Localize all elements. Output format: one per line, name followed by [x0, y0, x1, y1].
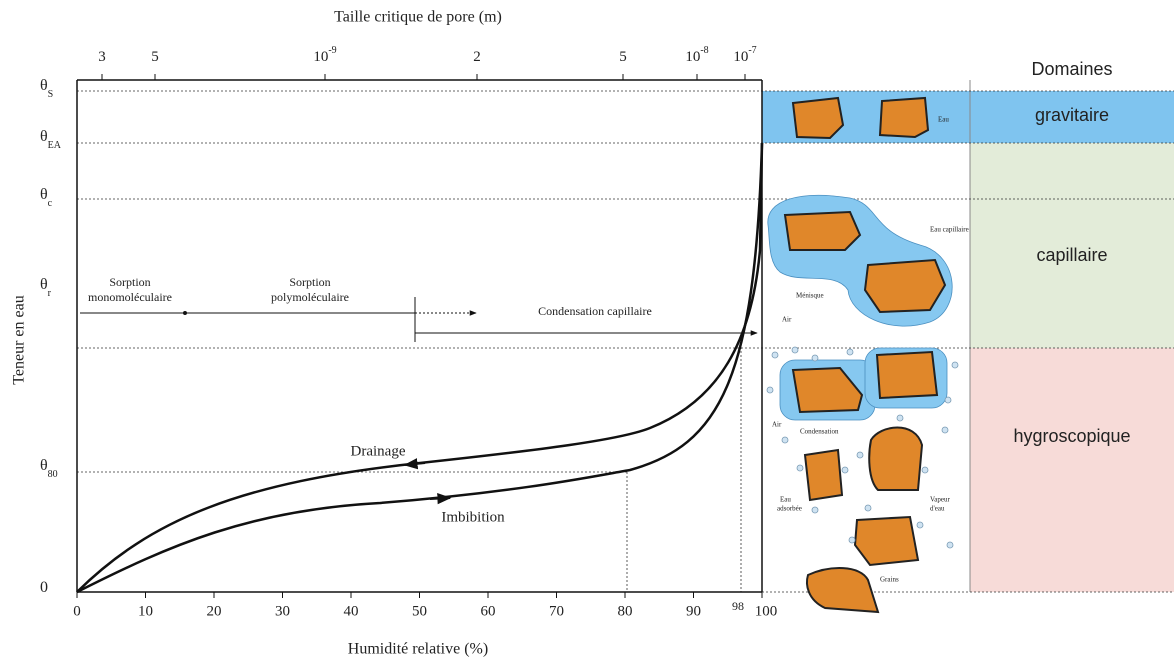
label: Eau: [938, 116, 949, 124]
y-label-symbol: 0: [40, 579, 48, 596]
x-ticks: 0 10 20 30 40 50 60 70 80 90 100 98: [73, 592, 777, 619]
top-ticks: 3 5 10-9 2 5 10-8 10-7: [98, 45, 757, 80]
x-tick-label: 60: [481, 603, 496, 619]
x-tick-label: 50: [412, 603, 427, 619]
imbibition-arrow: [429, 493, 452, 505]
y-label-subscript: S: [48, 89, 54, 100]
drainage-arrow: [403, 458, 426, 470]
top-axis-title: Taille critique de pore (m): [334, 9, 502, 26]
x-tick-label: 90: [686, 603, 701, 619]
illustration-labels: Eau Eau capillaire Ménisque Air Air Cond…: [772, 116, 969, 584]
imbibition-label: Imbibition: [441, 509, 505, 525]
y-axis-title: Teneur en eau: [11, 295, 28, 385]
label: Vapeur: [930, 496, 950, 504]
tick-base: 3: [98, 49, 106, 65]
label: Air: [782, 316, 792, 324]
y-label: θr: [40, 276, 52, 300]
tick-exponent: -8: [700, 45, 708, 56]
y-label-symbol: θ: [40, 186, 48, 203]
label: Condensation: [800, 428, 839, 436]
top-tick-label: 10-9: [313, 45, 336, 65]
tick-base: 2: [473, 49, 481, 65]
x-tick-label: 40: [344, 603, 359, 619]
x-tick-label: 30: [275, 603, 290, 619]
grain-illustrations: [766, 96, 959, 614]
tick-base: 5: [151, 49, 159, 65]
label: Air: [772, 421, 782, 429]
annotation: Sorption: [289, 275, 330, 289]
label: Grains: [880, 576, 899, 584]
drainage-label: Drainage: [351, 443, 406, 459]
y-label-symbol: θ: [40, 276, 48, 293]
x-tick-label: 70: [549, 603, 564, 619]
x-tick-label: 0: [73, 603, 81, 619]
y-label-symbol: θ: [40, 457, 48, 474]
capillaire-band: [970, 143, 1174, 348]
domain-label: capillaire: [1036, 245, 1107, 265]
y-label: θ80: [40, 457, 58, 481]
y-label-symbol: θ: [40, 77, 48, 94]
label: d'eau: [930, 505, 945, 513]
y-label-subscript: r: [48, 288, 52, 299]
tick-base: 5: [619, 49, 627, 65]
x-tick-label: 100: [755, 603, 778, 619]
domains-title: Domaines: [1031, 59, 1112, 79]
y-label: 0: [40, 579, 48, 596]
imbibition-curve: [76, 142, 764, 594]
top-tick-label: 5: [619, 49, 627, 65]
x-tick-label: 20: [207, 603, 222, 619]
tick-base: 10: [313, 49, 328, 65]
tick-exponent: -7: [748, 45, 756, 56]
y-label: θEA: [40, 128, 62, 152]
top-tick-label: 3: [98, 49, 106, 65]
top-tick-label: 5: [151, 49, 159, 65]
hygroscopique-band: [970, 348, 1174, 592]
annotation: Sorption: [109, 275, 150, 289]
axes: [76, 79, 763, 593]
x-tick-label: 10: [138, 603, 153, 619]
tick-base: 10: [733, 49, 748, 65]
y-label-symbol: θ: [40, 128, 48, 145]
y-label-subscript: c: [48, 198, 53, 209]
x-tick-label: 80: [618, 603, 633, 619]
sorption-arrows: [80, 297, 758, 342]
y-label-subscript: EA: [48, 140, 62, 151]
tick-exponent: -9: [328, 45, 336, 56]
annotation: monomoléculaire: [88, 290, 172, 304]
top-tick-label: 10-7: [733, 45, 756, 65]
annotation: polymoléculaire: [271, 290, 349, 304]
label: Eau: [780, 496, 791, 504]
x-axis-title: Humidité relative (%): [348, 641, 488, 658]
annotation: Condensation capillaire: [538, 304, 652, 318]
label: adsorbée: [777, 505, 802, 513]
x-tick-label: 98: [732, 599, 744, 613]
drainage-curve: [76, 142, 764, 593]
top-tick-label: 2: [473, 49, 481, 65]
domain-label: gravitaire: [1035, 105, 1109, 125]
y-label: θc: [40, 186, 53, 210]
top-tick-label: 10-8: [685, 45, 708, 65]
label: Eau capillaire: [930, 226, 969, 234]
label: Ménisque: [796, 292, 824, 300]
y-label-subscript: 80: [48, 469, 58, 480]
domain-label: hygroscopique: [1013, 426, 1130, 446]
y-label: θS: [40, 77, 53, 101]
tick-base: 10: [685, 49, 700, 65]
